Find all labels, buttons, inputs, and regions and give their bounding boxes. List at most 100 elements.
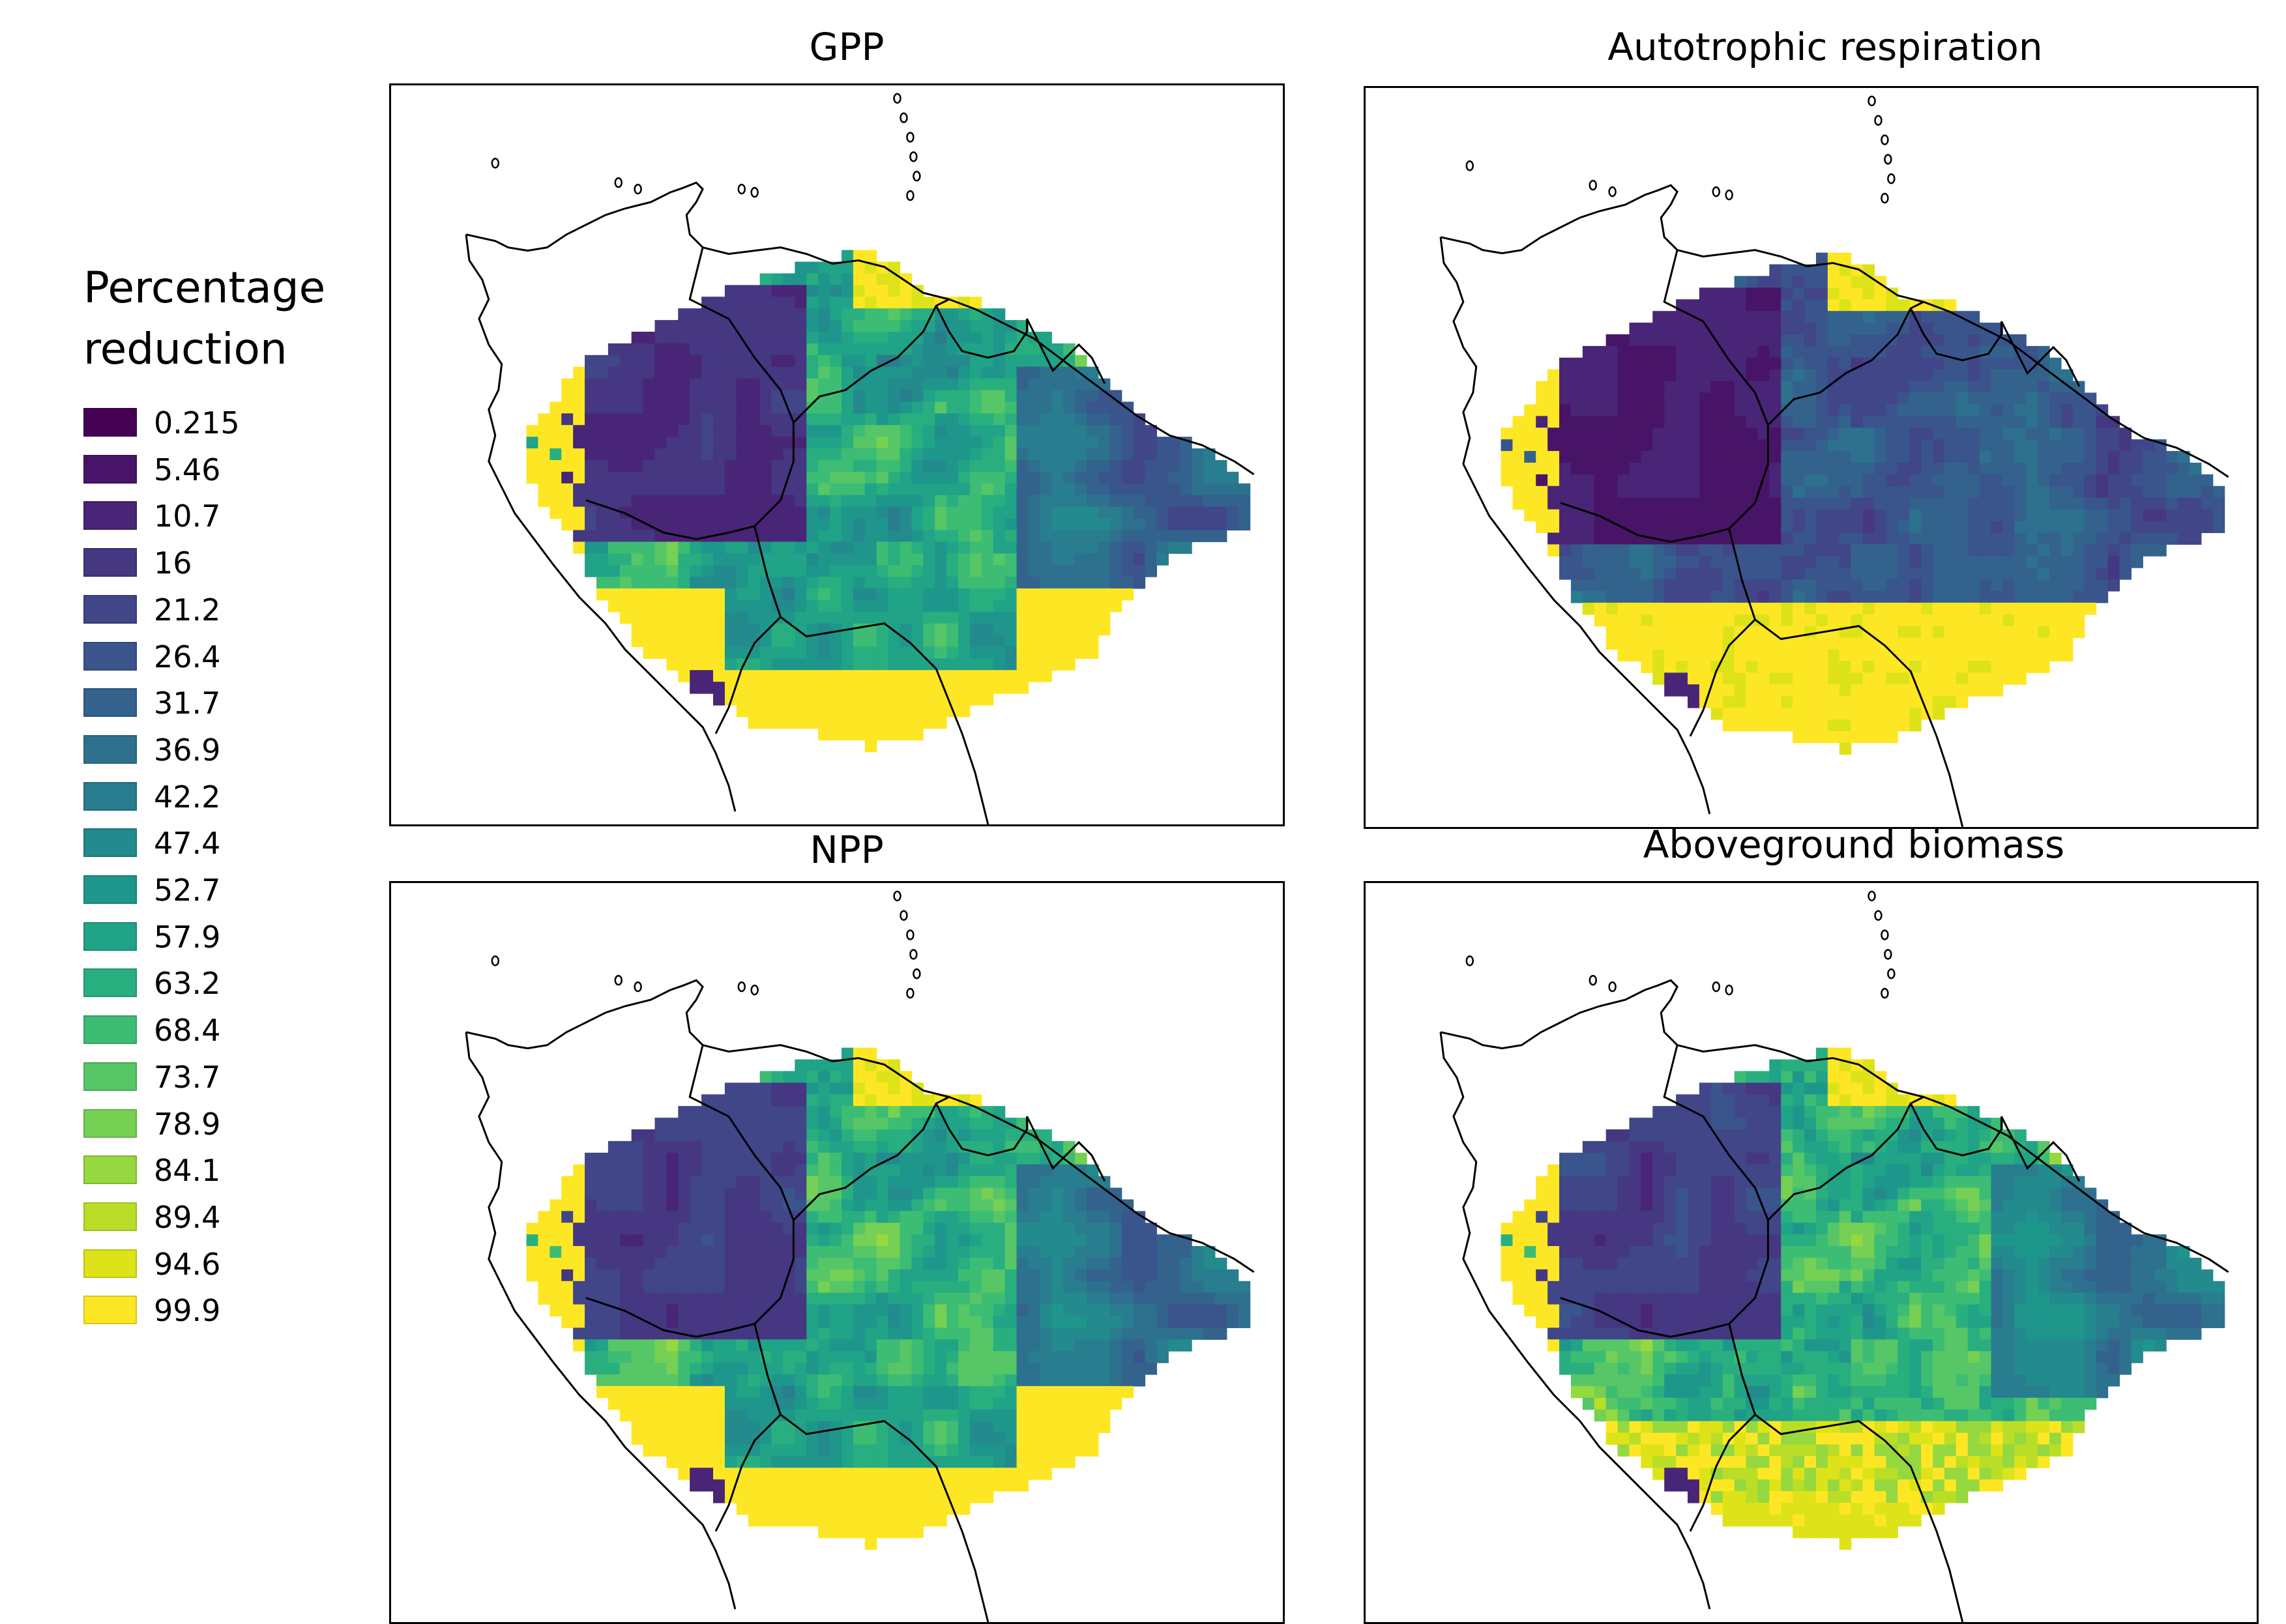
island [1590, 976, 1596, 985]
island [910, 152, 916, 161]
legend-label: 21.2 [154, 591, 220, 629]
legend-label: 57.9 [154, 918, 220, 956]
legend-swatch [83, 782, 137, 811]
legend-swatch [83, 501, 137, 530]
map-aboveground-biomass [1366, 883, 2257, 1622]
legend-label: 99.9 [154, 1292, 220, 1329]
island [1726, 985, 1733, 994]
island [1884, 154, 1891, 164]
island [1869, 892, 1875, 901]
island [1881, 931, 1888, 940]
legend-label: 52.7 [154, 871, 220, 909]
island [752, 985, 758, 994]
island [1467, 161, 1473, 170]
island [1590, 181, 1596, 190]
island [1609, 982, 1616, 991]
island [1869, 96, 1875, 106]
island [907, 931, 913, 940]
map-raster [1501, 253, 2225, 755]
map-raster [527, 250, 1251, 753]
legend-label: 84.1 [154, 1152, 220, 1189]
legend-label: 26.4 [154, 638, 220, 676]
island [1881, 136, 1888, 145]
legend-swatch [83, 688, 137, 717]
legend-label: 68.4 [154, 1011, 220, 1049]
legend-label: 73.7 [154, 1058, 220, 1096]
legend-title: Percentage reduction [83, 257, 325, 380]
island [752, 188, 758, 197]
map-npp [391, 883, 1283, 1622]
island [635, 982, 641, 991]
legend-swatch [83, 1249, 137, 1278]
legend-label: 36.9 [154, 731, 220, 769]
legend-swatch [83, 968, 137, 997]
island [1881, 194, 1888, 203]
legend-swatch [83, 1015, 137, 1044]
island [894, 892, 901, 901]
island [1888, 174, 1894, 183]
legend-swatch [83, 642, 137, 671]
legend-swatch [83, 1155, 137, 1184]
island [1884, 950, 1891, 959]
map-panel-npp [389, 881, 1285, 1624]
island [910, 950, 916, 959]
legend-label: 0.215 [154, 404, 240, 442]
legend-swatch [83, 1062, 137, 1091]
island [1875, 116, 1881, 125]
legend-label: 5.46 [154, 451, 220, 489]
legend-swatch [83, 595, 137, 624]
legend-swatch [83, 548, 137, 577]
legend-label: 89.4 [154, 1198, 220, 1236]
legend-swatch [83, 1296, 137, 1324]
island [739, 982, 745, 991]
legend-label: 42.2 [154, 778, 220, 816]
island [1467, 956, 1473, 965]
island [913, 171, 920, 181]
map-raster [1501, 1048, 2225, 1550]
legend-label: 31.7 [154, 684, 220, 722]
panel-title-gpp: GPP [810, 25, 885, 69]
map-autotrophic-respiration [1366, 88, 2257, 827]
island [907, 133, 913, 142]
island [900, 113, 907, 123]
legend-label: 16 [154, 544, 192, 582]
island [1888, 969, 1894, 978]
island [1875, 911, 1881, 920]
map-gpp [391, 85, 1283, 824]
island [615, 178, 622, 187]
panel-title-aboveground-biomass: Aboveground biomass [1643, 822, 2065, 867]
legend-swatch [83, 1202, 137, 1231]
island [907, 191, 913, 200]
island [1713, 187, 1720, 196]
legend-swatch [83, 875, 137, 904]
map-panel-aboveground-biomass [1364, 881, 2259, 1624]
legend-label: 94.6 [154, 1245, 220, 1283]
island [1881, 989, 1888, 998]
map-panel-autotrophic-respiration [1364, 86, 2259, 829]
panel-title-npp: NPP [810, 828, 883, 872]
island [739, 184, 745, 194]
legend-swatch [83, 828, 137, 857]
island [900, 911, 907, 920]
island [1726, 190, 1733, 199]
legend-swatch [83, 408, 137, 437]
legend-swatch [83, 1109, 137, 1138]
island [907, 989, 913, 998]
legend-label: 78.9 [154, 1105, 220, 1143]
island [492, 956, 499, 965]
island [635, 184, 641, 194]
panel-title-autotrophic-respiration: Autotrophic respiration [1607, 25, 2042, 69]
island [894, 94, 901, 103]
island [615, 976, 622, 985]
island [1713, 982, 1720, 991]
legend-label: 63.2 [154, 964, 220, 1002]
island [913, 969, 920, 978]
legend-label: 47.4 [154, 824, 220, 862]
island [492, 158, 499, 167]
map-panel-gpp [389, 83, 1285, 826]
map-raster [527, 1048, 1251, 1550]
legend-title-line1: Percentage [83, 257, 325, 319]
legend-swatch [83, 455, 137, 484]
legend-label: 10.7 [154, 497, 220, 535]
legend-swatch [83, 922, 137, 951]
